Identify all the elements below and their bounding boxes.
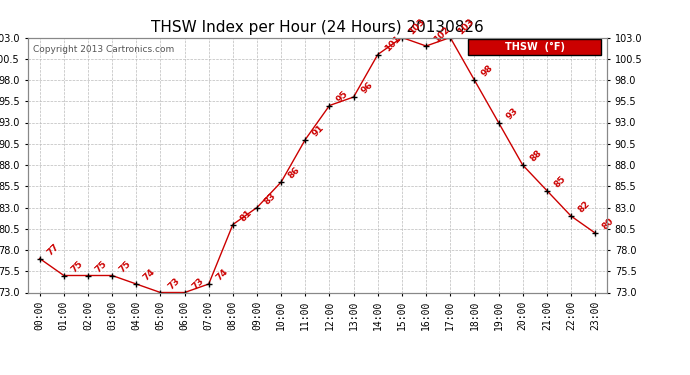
Text: THSW  (°F): THSW (°F) <box>505 42 564 52</box>
Text: 103: 103 <box>456 16 475 36</box>
Text: 86: 86 <box>287 165 302 181</box>
FancyBboxPatch shape <box>468 39 602 56</box>
Text: 74: 74 <box>215 267 230 283</box>
Text: 96: 96 <box>359 80 375 96</box>
Text: 91: 91 <box>311 123 326 138</box>
Text: 85: 85 <box>553 174 568 189</box>
Text: 82: 82 <box>577 200 592 214</box>
Text: 73: 73 <box>190 276 206 291</box>
Text: 80: 80 <box>601 216 615 232</box>
Text: 102: 102 <box>432 25 451 45</box>
Text: 88: 88 <box>529 148 544 164</box>
Title: THSW Index per Hour (24 Hours) 20130826: THSW Index per Hour (24 Hours) 20130826 <box>151 20 484 35</box>
Text: 103: 103 <box>408 16 427 36</box>
Text: 95: 95 <box>335 89 351 104</box>
Text: Copyright 2013 Cartronics.com: Copyright 2013 Cartronics.com <box>33 45 175 54</box>
Text: 77: 77 <box>46 242 61 257</box>
Text: 83: 83 <box>263 191 278 206</box>
Text: 75: 75 <box>70 259 85 274</box>
Text: 73: 73 <box>166 276 181 291</box>
Text: 74: 74 <box>142 267 157 283</box>
Text: 101: 101 <box>384 34 403 53</box>
Text: 75: 75 <box>94 259 109 274</box>
Text: 93: 93 <box>504 106 520 121</box>
Text: 81: 81 <box>239 208 254 223</box>
Text: 75: 75 <box>118 259 133 274</box>
Text: 98: 98 <box>480 63 495 79</box>
